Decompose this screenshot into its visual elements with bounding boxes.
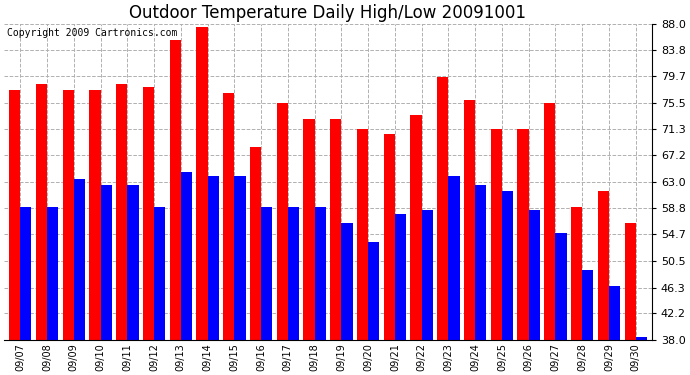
Bar — [502, 191, 513, 340]
Bar — [208, 176, 219, 340]
Bar — [437, 78, 448, 340]
Bar — [127, 185, 139, 340]
Bar — [598, 191, 609, 340]
Bar — [609, 286, 620, 340]
Bar — [235, 176, 246, 340]
Bar — [411, 116, 422, 340]
Bar — [250, 147, 261, 340]
Bar — [36, 84, 47, 340]
Bar — [518, 129, 529, 340]
Bar — [261, 207, 273, 340]
Bar — [624, 223, 635, 340]
Bar — [304, 118, 315, 340]
Bar — [368, 242, 380, 340]
Bar — [448, 176, 460, 340]
Bar — [464, 100, 475, 340]
Bar — [47, 207, 58, 340]
Bar — [277, 103, 288, 340]
Bar — [223, 93, 235, 340]
Bar — [571, 207, 582, 340]
Bar — [582, 270, 593, 340]
Bar — [288, 207, 299, 340]
Bar — [529, 210, 540, 340]
Bar — [9, 90, 20, 340]
Bar — [475, 185, 486, 340]
Bar — [395, 213, 406, 340]
Bar — [357, 129, 368, 340]
Bar — [181, 172, 192, 340]
Bar — [422, 210, 433, 340]
Bar — [89, 90, 101, 340]
Bar — [544, 103, 555, 340]
Bar — [384, 135, 395, 340]
Bar — [143, 87, 154, 340]
Bar — [63, 90, 74, 340]
Bar — [555, 232, 566, 340]
Bar — [101, 185, 112, 340]
Title: Outdoor Temperature Daily High/Low 20091001: Outdoor Temperature Daily High/Low 20091… — [130, 4, 526, 22]
Bar — [154, 207, 166, 340]
Bar — [74, 179, 85, 340]
Bar — [342, 223, 353, 340]
Bar — [116, 84, 127, 340]
Bar — [170, 39, 181, 340]
Bar — [330, 118, 342, 340]
Bar — [197, 27, 208, 340]
Bar — [635, 337, 647, 340]
Text: Copyright 2009 Cartronics.com: Copyright 2009 Cartronics.com — [8, 28, 178, 39]
Bar — [20, 207, 32, 340]
Bar — [491, 129, 502, 340]
Bar — [315, 207, 326, 340]
